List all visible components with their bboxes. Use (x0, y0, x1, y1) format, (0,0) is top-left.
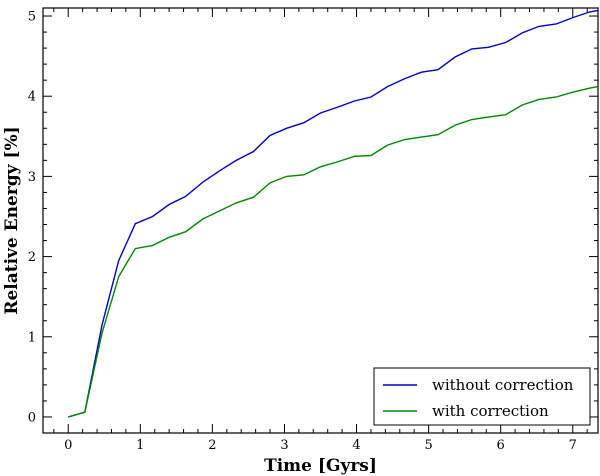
y-tick-label: 1 (28, 330, 36, 345)
x-tick-label: 5 (424, 438, 432, 453)
x-axis-title: Time [Gyrs] (264, 456, 377, 476)
legend-label-with-correction: with correction (432, 402, 549, 420)
axis-ticks (43, 8, 598, 434)
y-tick-label: 2 (28, 250, 36, 265)
series-lines (68, 9, 599, 418)
axis-tick-labels: 0 1 2 3 4 5 6 7 0 1 2 3 4 5 (28, 10, 577, 453)
y-axis-title: Relative Energy [%] (2, 126, 22, 314)
x-tick-label: 1 (136, 438, 144, 453)
y-tick-label: 5 (28, 10, 36, 25)
x-tick-label: 2 (208, 438, 216, 453)
series-line-without-correction (68, 9, 599, 418)
x-tick-label: 4 (352, 438, 360, 453)
x-tick-label: 6 (497, 438, 505, 453)
x-tick-label: 0 (64, 438, 72, 453)
y-tick-label: 0 (28, 410, 36, 425)
legend: without correction with correction (373, 367, 591, 426)
legend-label-without-correction: without correction (432, 376, 574, 394)
x-tick-label: 3 (280, 438, 288, 453)
y-tick-label: 3 (28, 170, 36, 185)
x-tick-label: 7 (569, 438, 577, 453)
series-line-with-correction (68, 85, 599, 418)
y-tick-label: 4 (28, 90, 36, 105)
plot-frame (42, 7, 599, 434)
legend-box (373, 367, 591, 426)
